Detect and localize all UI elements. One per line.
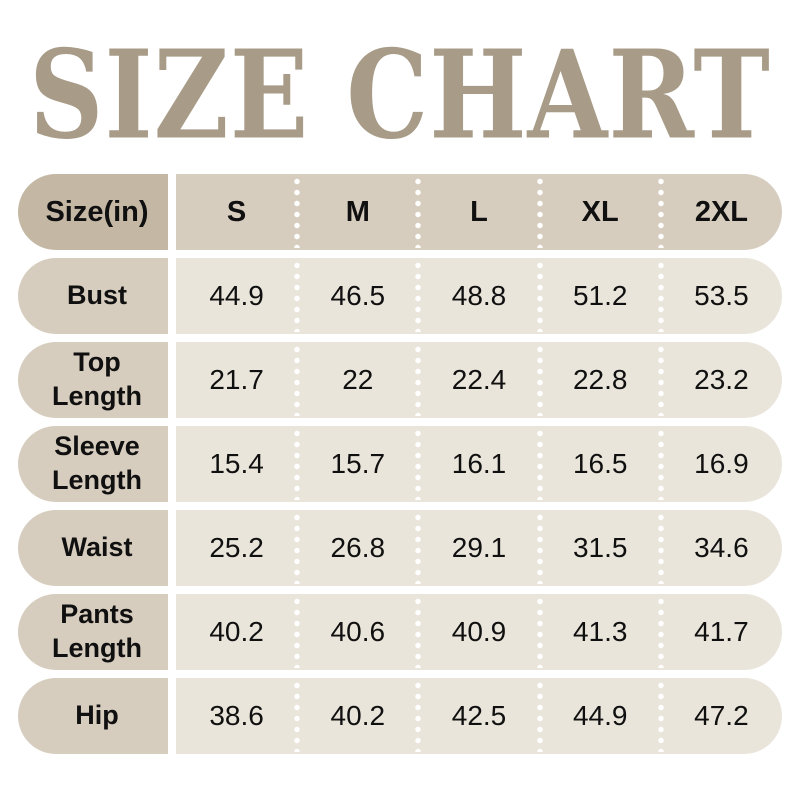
table-cell: 15.7 [294, 426, 418, 502]
column-header-s: S [226, 195, 247, 228]
row-label: Bust [18, 258, 168, 334]
table-cell: 40.6 [294, 594, 418, 670]
unit-header-cell: Size(in) [18, 174, 168, 250]
table-cell: 44.9 [209, 280, 264, 311]
table-cell: 40.9 [415, 594, 539, 670]
table-cell: 16.5 [536, 426, 661, 502]
table-cell: 31.5 [536, 510, 661, 586]
row-values: 40.2 40.6 40.9 41.3 41.7 [176, 594, 782, 670]
row-values: 44.9 46.5 48.8 51.2 53.5 [176, 258, 782, 334]
table-header-row: Size(in) S M L XL 2XL [18, 174, 782, 250]
table-cell: 25.2 [209, 532, 264, 563]
table-cell: 22.8 [536, 342, 661, 418]
table-cell: 40.2 [209, 616, 264, 647]
title-container: SIZE CHART [0, 26, 800, 164]
row-label: Hip [18, 678, 168, 754]
table-cell: 26.8 [294, 510, 418, 586]
table-cell: 16.9 [657, 426, 782, 502]
table-cell: 48.8 [415, 258, 539, 334]
table-cell: 34.6 [657, 510, 782, 586]
row-values: 25.2 26.8 29.1 31.5 34.6 [176, 510, 782, 586]
table-row-bust: Bust 44.9 46.5 48.8 51.2 53.5 [18, 258, 782, 334]
column-header-2xl: 2XL [657, 174, 782, 250]
page-title: SIZE CHART [29, 23, 771, 167]
table-row-hip: Hip 38.6 40.2 42.5 44.9 47.2 [18, 678, 782, 754]
table-cell: 42.5 [415, 678, 539, 754]
row-values: 21.7 22 22.4 22.8 23.2 [176, 342, 782, 418]
table-row-waist: Waist 25.2 26.8 29.1 31.5 34.6 [18, 510, 782, 586]
table-cell: 46.5 [294, 258, 418, 334]
table-cell: 23.2 [657, 342, 782, 418]
table-cell: 40.2 [294, 678, 418, 754]
table-cell: 47.2 [657, 678, 782, 754]
table-cell: 15.4 [209, 448, 264, 479]
table-cell: 41.7 [657, 594, 782, 670]
row-label: Top Length [18, 342, 168, 418]
table-cell: 41.3 [536, 594, 661, 670]
size-chart-table: Size(in) S M L XL 2XL Bust 44.9 46.5 48.… [18, 174, 782, 754]
table-row-top-length: Top Length 21.7 22 22.4 22.8 23.2 [18, 342, 782, 418]
table-row-pants-length: Pants Length 40.2 40.6 40.9 41.3 41.7 [18, 594, 782, 670]
table-cell: 21.7 [209, 364, 264, 395]
table-cell: 53.5 [657, 258, 782, 334]
row-label: Pants Length [18, 594, 168, 670]
table-cell: 22.4 [415, 342, 539, 418]
row-values: 15.4 15.7 16.1 16.5 16.9 [176, 426, 782, 502]
header-columns: S M L XL 2XL [176, 174, 782, 250]
table-cell: 51.2 [536, 258, 661, 334]
row-label: Sleeve Length [18, 426, 168, 502]
table-cell: 22 [294, 342, 418, 418]
table-cell: 38.6 [209, 700, 264, 731]
column-header-m: M [294, 174, 418, 250]
column-header-xl: XL [536, 174, 661, 250]
table-cell: 16.1 [415, 426, 539, 502]
table-row-sleeve-length: Sleeve Length 15.4 15.7 16.1 16.5 16.9 [18, 426, 782, 502]
column-header-l: L [415, 174, 539, 250]
row-values: 38.6 40.2 42.5 44.9 47.2 [176, 678, 782, 754]
row-label: Waist [18, 510, 168, 586]
table-cell: 44.9 [536, 678, 661, 754]
table-cell: 29.1 [415, 510, 539, 586]
